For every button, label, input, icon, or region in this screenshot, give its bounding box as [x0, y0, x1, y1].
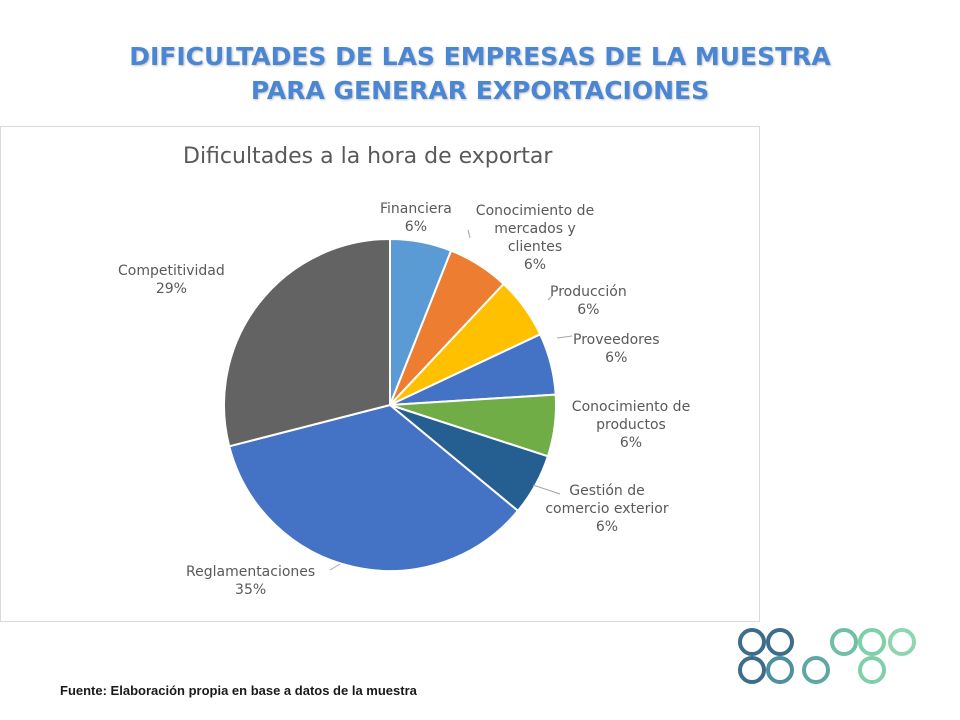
logo-ring [888, 628, 916, 656]
logo-ring [830, 628, 858, 656]
slide-title-line1: DIFICULTADES DE LAS EMPRESAS DE LA MUEST… [129, 42, 831, 71]
leader-line-1 [547, 295, 553, 301]
slide-title: DIFICULTADES DE LAS EMPRESAS DE LA MUEST… [0, 40, 960, 108]
label-competitividad: Competitividad 29% [118, 263, 225, 297]
company-logo [738, 628, 916, 684]
logo-ring [858, 656, 886, 684]
label-financiera: Financiera 6% [380, 201, 452, 235]
label-proveedores: Proveedores 6% [573, 332, 660, 366]
pie-slice-6 [227, 403, 520, 572]
pie-slice-7 [223, 237, 391, 448]
logo-ring [766, 656, 794, 684]
logo-ring [802, 656, 830, 684]
label-conocimiento-productos: Conocimiento de productos 6% [571, 399, 691, 451]
logo-ring [766, 628, 794, 656]
leader-line-3 [532, 484, 561, 495]
label-conocimiento-mercados: Conocimiento de mercados y clientes 6% [475, 203, 595, 273]
chart-title: Dificultades a la hora de exportar [183, 144, 553, 169]
label-reglamentaciones: Reglamentaciones 35% [186, 564, 316, 598]
label-gestion-comercio-exterior: Gestión de comercio exterior 6% [545, 483, 669, 535]
logo-ring [858, 628, 886, 656]
leader-line-4 [329, 563, 341, 571]
slide-title-line2: PARA GENERAR EXPORTACIONES [250, 76, 710, 105]
logo-ring [738, 628, 766, 656]
label-produccion: Producción 6% [550, 284, 627, 318]
logo-ring [738, 656, 766, 684]
leader-line-2 [556, 335, 573, 339]
leader-line-0 [467, 229, 471, 239]
source-note: Fuente: Elaboración propia en base a dat… [60, 683, 417, 698]
